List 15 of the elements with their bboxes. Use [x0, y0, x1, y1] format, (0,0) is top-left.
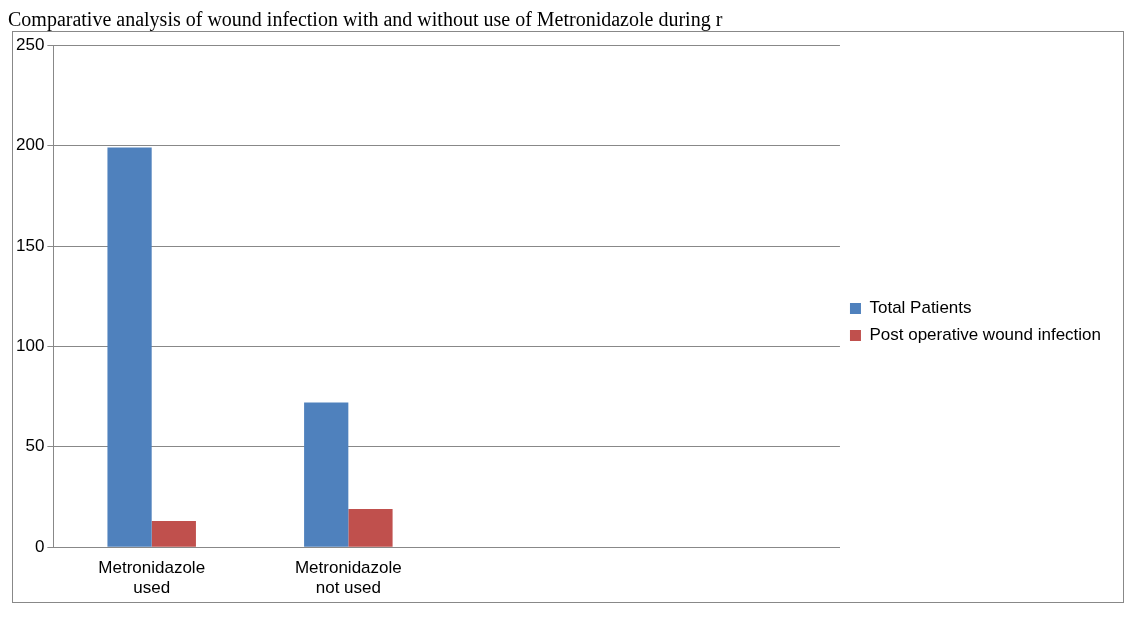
legend-label: Total Patients [869, 298, 972, 318]
legend-label: Post operative wound infection [869, 325, 1102, 345]
bar [304, 402, 349, 547]
y-tick-label: 50 [25, 436, 45, 456]
y-tick-label: 200 [15, 135, 45, 155]
y-tick-label: 150 [15, 235, 45, 255]
x-tick-label: Metronidazole not used [294, 558, 402, 598]
y-tick-label: 250 [15, 34, 45, 54]
chart-title: Comparative analysis of wound infection with and without use of Metronidazole during r [8, 8, 724, 31]
bar [151, 521, 196, 547]
y-tick-label: 100 [15, 336, 45, 356]
x-tick-label: Metronidazole used [98, 558, 206, 598]
bar [107, 147, 152, 547]
bar [348, 509, 393, 547]
y-tick-label: 0 [34, 536, 45, 556]
